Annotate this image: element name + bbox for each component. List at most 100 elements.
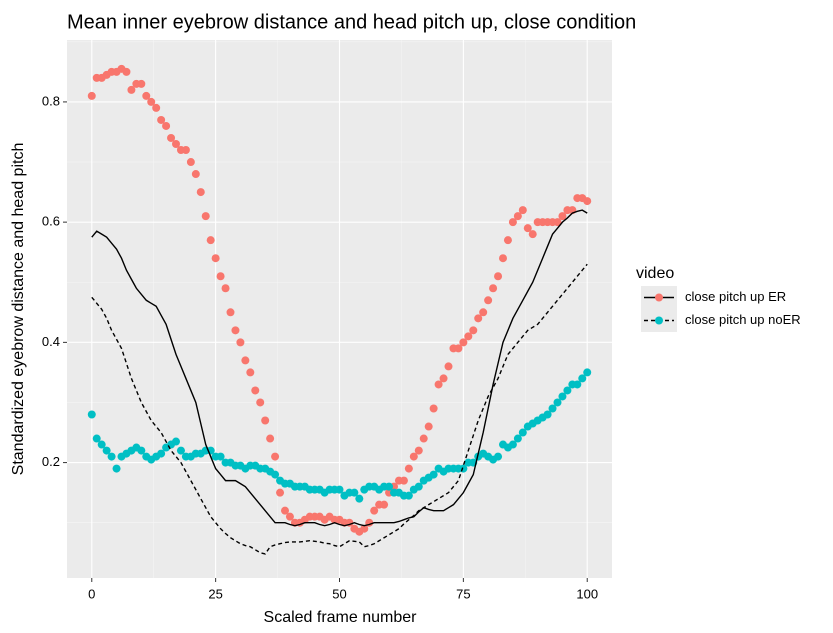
point	[494, 452, 503, 461]
point	[563, 386, 572, 395]
y-tick-label: 0.4	[42, 334, 60, 349]
legend-item: close pitch up ER	[641, 286, 786, 309]
x-tick-label: 50	[332, 586, 346, 601]
legend-point	[655, 293, 663, 302]
point	[246, 368, 255, 377]
point	[583, 368, 592, 377]
point	[429, 470, 438, 479]
point	[355, 494, 364, 503]
point	[434, 380, 443, 389]
point	[385, 482, 394, 491]
point	[241, 356, 250, 365]
point	[266, 434, 275, 443]
point	[479, 308, 488, 317]
point	[513, 434, 522, 443]
point	[137, 79, 146, 88]
point	[191, 170, 200, 179]
point	[87, 91, 96, 100]
point	[518, 206, 527, 215]
point	[152, 103, 161, 112]
point	[464, 332, 473, 341]
point	[439, 374, 448, 383]
point	[523, 224, 532, 233]
chart-title: Mean inner eyebrow distance and head pit…	[67, 11, 636, 33]
point	[429, 404, 438, 413]
x-tick-label: 0	[88, 586, 95, 601]
point	[92, 434, 101, 443]
point	[459, 338, 468, 347]
point	[419, 434, 428, 443]
point	[107, 452, 116, 461]
point	[201, 212, 210, 221]
point	[409, 452, 418, 461]
point	[503, 236, 512, 245]
point	[176, 446, 185, 455]
y-tick-label: 0.8	[42, 93, 60, 108]
point	[548, 404, 557, 413]
point	[157, 449, 166, 458]
point	[543, 410, 552, 419]
point	[414, 482, 423, 491]
point	[196, 188, 205, 197]
y-tick-label: 0.6	[42, 214, 60, 229]
legend-point	[655, 316, 663, 325]
line	[91, 209, 588, 527]
point	[276, 488, 285, 497]
point	[444, 362, 453, 371]
legend-label: close pitch up ER	[685, 289, 786, 304]
point	[271, 470, 280, 479]
point	[335, 485, 344, 494]
point	[454, 344, 463, 353]
point	[216, 452, 225, 461]
point	[112, 464, 121, 473]
point	[518, 428, 527, 437]
legend-label: close pitch up noER	[685, 312, 801, 327]
point	[404, 464, 413, 473]
point	[380, 500, 389, 509]
point	[558, 212, 567, 221]
point	[97, 440, 106, 449]
point	[414, 446, 423, 455]
y-axis-label: Standardized eyebrow distance and head p…	[10, 143, 27, 476]
point	[157, 115, 166, 124]
y-tick-label: 0.2	[42, 454, 60, 469]
x-tick-label: 25	[208, 586, 222, 601]
point	[360, 524, 369, 533]
point	[513, 212, 522, 221]
point	[137, 446, 146, 455]
point	[528, 230, 537, 239]
point	[211, 254, 220, 263]
point	[469, 326, 478, 335]
point	[236, 338, 245, 347]
point	[206, 236, 215, 245]
point	[558, 392, 567, 401]
point	[181, 146, 190, 155]
point	[172, 139, 180, 148]
point	[484, 296, 493, 305]
point	[261, 416, 270, 425]
point	[553, 218, 562, 227]
point	[508, 218, 517, 227]
point	[147, 97, 156, 106]
point	[399, 476, 408, 485]
point	[553, 398, 562, 407]
point	[489, 284, 498, 293]
point	[142, 91, 151, 100]
point	[226, 308, 235, 317]
point	[350, 488, 359, 497]
x-tick-label: 100	[576, 586, 598, 601]
point	[281, 506, 289, 515]
point	[127, 85, 136, 94]
point	[474, 314, 483, 323]
point	[370, 506, 379, 515]
point	[271, 452, 280, 461]
point	[216, 272, 225, 281]
point	[578, 374, 587, 383]
point	[186, 158, 195, 167]
legend-item: close pitch up noER	[641, 309, 801, 332]
point	[494, 272, 503, 281]
point	[87, 410, 96, 419]
point	[167, 133, 176, 142]
point	[256, 398, 265, 407]
